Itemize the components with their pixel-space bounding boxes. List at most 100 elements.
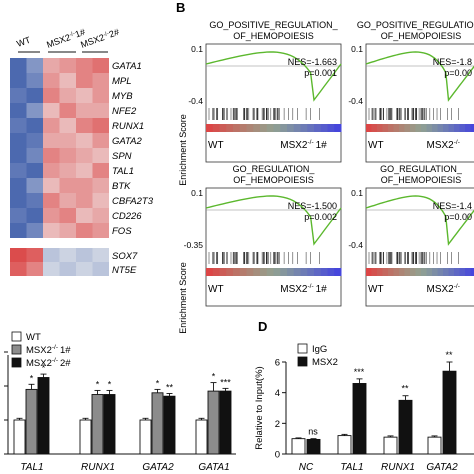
heatmap-cell	[10, 118, 27, 133]
significance-label: **	[445, 350, 453, 360]
bar	[219, 390, 232, 455]
heatmap-cell	[76, 58, 93, 73]
gsea-ytick: 0.1	[351, 44, 363, 54]
legend-swatch	[11, 344, 22, 355]
heatmap-cell	[43, 103, 60, 118]
heatmap-cell	[43, 118, 60, 133]
gsea-nes: NES=-1.500	[288, 201, 337, 211]
heatmap-cell	[43, 223, 60, 238]
gsea-curve	[205, 195, 342, 246]
heatmap-cell	[10, 262, 27, 276]
gene-label: NFE2	[112, 106, 137, 117]
significance-label: *	[42, 363, 46, 373]
gsea-rank-bar-segment	[415, 268, 422, 276]
heatmap-cell	[59, 248, 76, 262]
gsea-title: OF_HEMOPOIESIS	[233, 31, 314, 41]
heatmap-group-labels: WT MSX2-/-1# MSX2-/-2#	[15, 27, 120, 53]
gsea-rank-bar-segment	[388, 268, 394, 276]
heatmap-cell	[10, 133, 27, 148]
gsea-rank-bar-segment	[266, 124, 274, 132]
heatmap-cell	[26, 223, 43, 238]
heatmap-cell	[10, 208, 27, 223]
gsea-frame	[365, 43, 474, 163]
gsea-rank-bar-segment	[334, 268, 342, 276]
heatmap-cell	[10, 88, 27, 103]
legend-label: MSX2	[312, 357, 338, 368]
gsea-rank-bar-segment	[314, 124, 322, 132]
gene-label: CD226	[112, 211, 142, 222]
gsea-frame	[205, 43, 342, 163]
gene-label: SPN	[112, 151, 132, 162]
panel-label-b: B	[176, 0, 185, 15]
gsea-pvalue: p=0.001	[304, 68, 337, 78]
heatmap-cell	[43, 208, 60, 223]
gsea-rank-bar-segment	[260, 268, 268, 276]
heatmap-cell	[59, 163, 76, 178]
gsea-title: OF_HEMOPOIESIS	[381, 175, 462, 185]
heatmap-cell	[10, 163, 27, 178]
bar	[163, 395, 176, 455]
gsea-rank-bar-segment	[226, 124, 234, 132]
gsea-rank-bar-segment	[448, 268, 455, 276]
heatmap-cell	[76, 103, 93, 118]
heatmap-cell	[92, 73, 109, 88]
gsea-rank-bar-segment	[377, 268, 383, 276]
heatmap-cell	[26, 248, 43, 262]
gsea-rank-bar-segment	[459, 268, 466, 276]
gsea-rank-bar-segment	[415, 124, 422, 132]
significance-label: **	[166, 382, 174, 392]
heatmap-cell	[59, 118, 76, 133]
heatmap-cell	[92, 148, 109, 163]
heatmap-cell	[43, 163, 60, 178]
gsea-rank-bar-segment	[470, 268, 474, 276]
significance-label: ***	[354, 367, 365, 377]
heatmap-cell	[59, 262, 76, 276]
gsea-rank-bar-segment	[432, 268, 438, 276]
heatmap-cell	[10, 193, 27, 208]
gsea-rank-bar-segment	[410, 268, 416, 276]
heatmap-cell	[92, 248, 109, 262]
gsea-rank-bar-segment	[404, 268, 411, 276]
gsea-rank-bar-segment	[253, 268, 261, 276]
gsea-rank-bar-segment	[371, 268, 378, 276]
gsea-rank-bar-segment	[253, 124, 261, 132]
heatmap-cell	[43, 133, 60, 148]
bar	[442, 370, 457, 455]
gsea-plot: GO_REGULATION_OF_HEMOPOIESIS 0.1 -0.35 NES=…	[184, 164, 342, 307]
gsea-rank-bar-segment	[334, 124, 342, 132]
gsea-rank-bar-segment	[443, 268, 449, 276]
heatmap-cell	[26, 163, 43, 178]
heatmap-cell	[43, 88, 60, 103]
bar-chart-d: Relative to Input(%) 0 2 4 6 IgG MSX2 ns NC *** TA…	[254, 343, 474, 473]
gsea-rank-bar-segment	[239, 124, 247, 132]
gene-label: FOS	[112, 226, 132, 237]
legend-swatch	[297, 356, 308, 367]
gsea-pvalue: p=0.00	[444, 68, 472, 78]
gsea-rank-bar-segment	[421, 124, 427, 132]
heatmap-cell	[26, 208, 43, 223]
gsea-rank-bar-segment	[273, 268, 281, 276]
panel-label-d: D	[258, 319, 267, 334]
gene-label: GATA1	[112, 61, 142, 72]
gsea-rank-bar-segment	[393, 124, 400, 132]
gene-label: NT5E	[112, 265, 137, 276]
heatmap-cell	[10, 223, 27, 238]
gsea-rank-bar-segment	[404, 124, 411, 132]
heatmap-cell	[26, 193, 43, 208]
gsea-rank-bar-segment	[465, 124, 471, 132]
gsea-rank-bar-segment	[233, 124, 241, 132]
gsea-rank-bar-segment	[239, 268, 247, 276]
gsea-rank-bar-segment	[300, 124, 308, 132]
gsea-rank-bar-segment	[366, 268, 372, 276]
bar	[13, 419, 26, 455]
gsea-rank-bar-segment	[377, 124, 383, 132]
bar-group: ** GATA2	[426, 350, 458, 473]
gsea-xlabel-right: MSX2-/-	[427, 283, 460, 295]
gsea-xlabel-left: WT	[368, 284, 384, 295]
gsea-plot: GO_POSITIVE_REGULATION_OF_HEMOPOIESIS 0.1…	[348, 20, 474, 163]
heatmap-cell	[76, 193, 93, 208]
gsea-rank-bar-segment	[448, 124, 455, 132]
significance-label: *	[212, 372, 216, 382]
gsea-rank-bar-segment	[327, 124, 335, 132]
